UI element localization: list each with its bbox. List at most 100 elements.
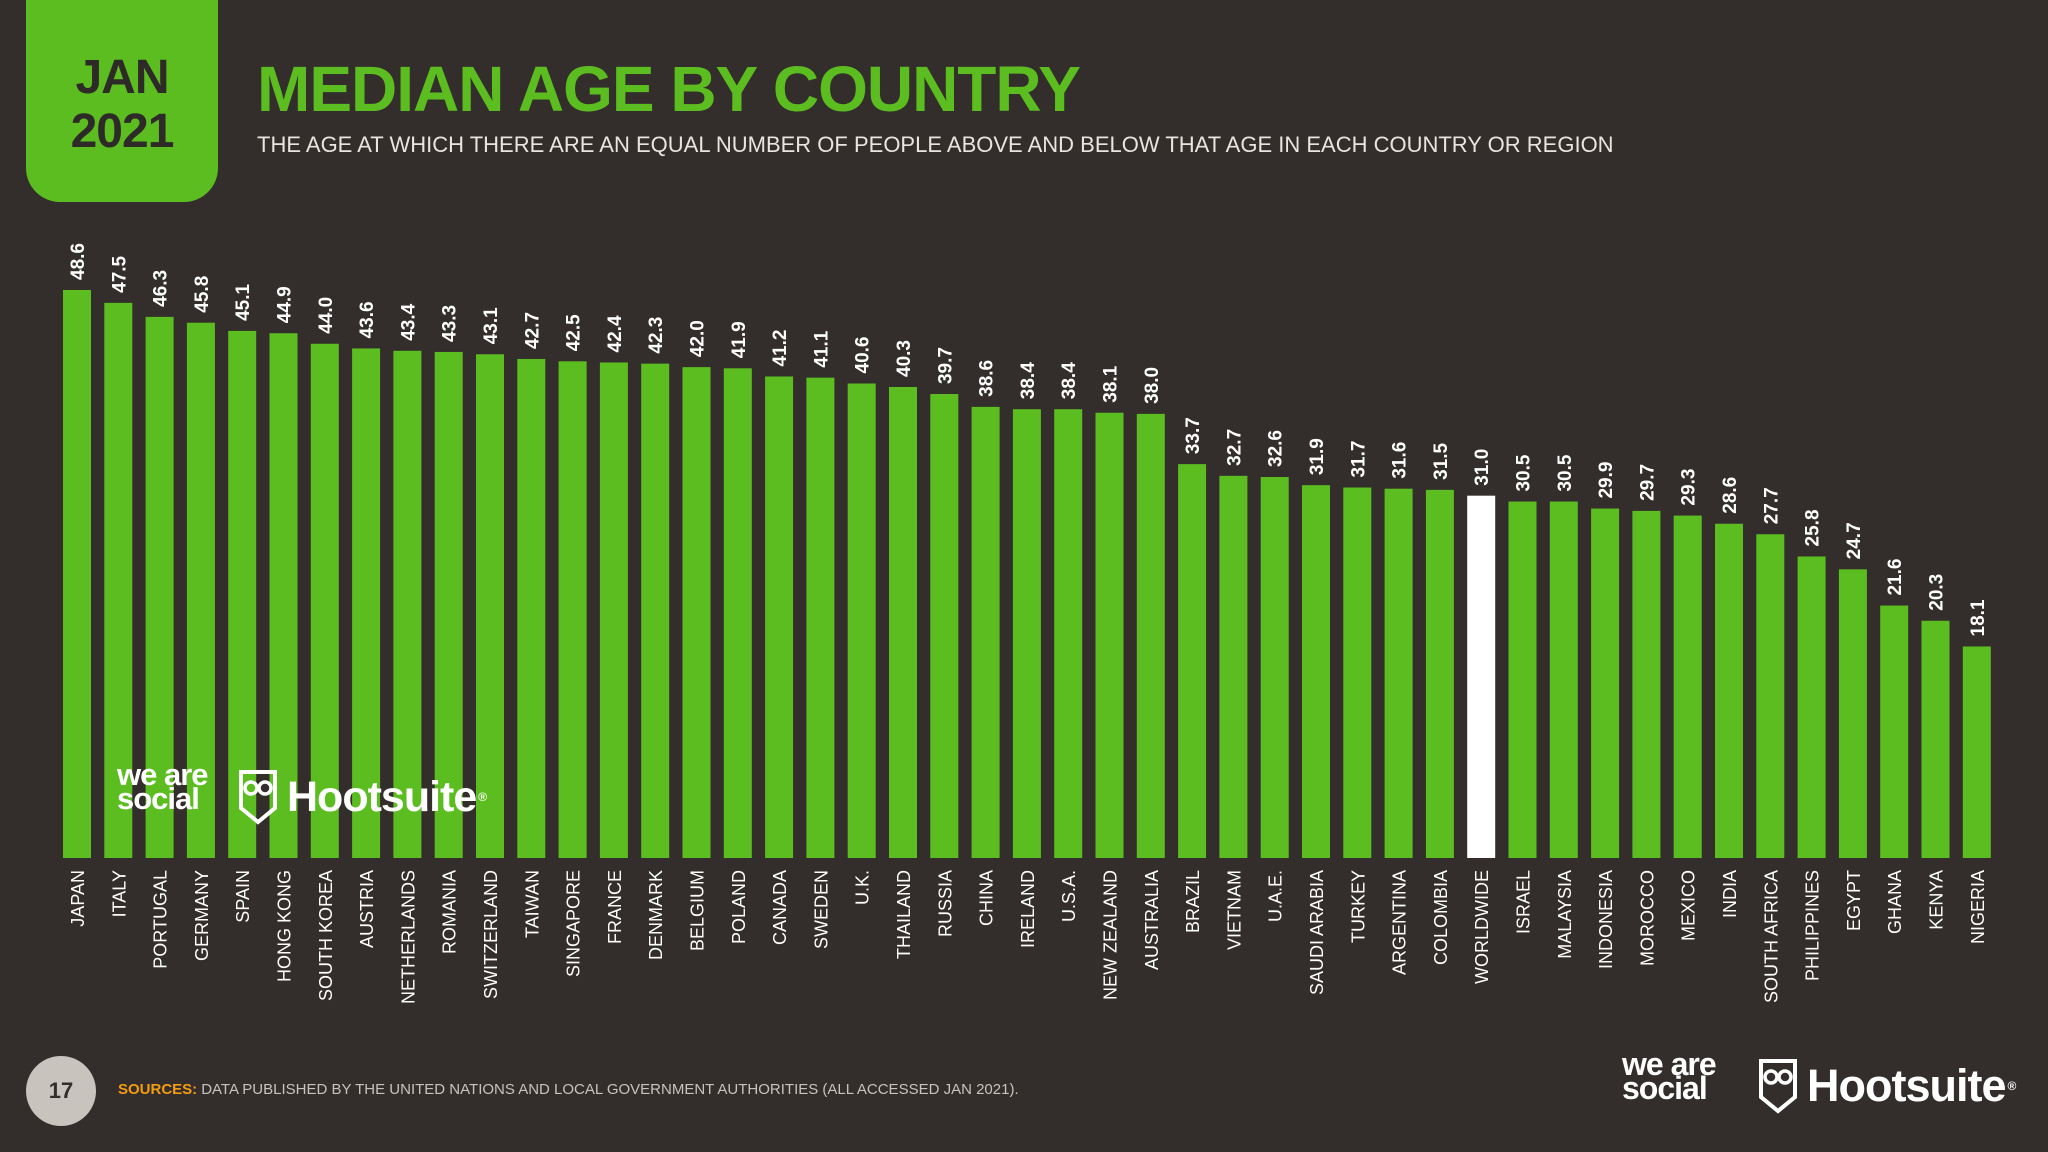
value-label: 38.0: [1142, 367, 1163, 404]
value-label: 42.5: [564, 314, 585, 351]
category-label: FRANCE: [605, 870, 625, 944]
hootsuite-logo: Hootsuite ®: [237, 768, 487, 826]
category-label: NETHERLANDS: [398, 870, 418, 1004]
page-subtitle: THE AGE AT WHICH THERE ARE AN EQUAL NUMB…: [257, 132, 1614, 157]
bar-israel: [1508, 501, 1537, 858]
value-label: 33.7: [1183, 417, 1204, 454]
category-label: VIETNAM: [1224, 870, 1244, 950]
value-label: 42.7: [522, 312, 543, 349]
value-label: 42.4: [605, 315, 626, 352]
bar-brazil: [1178, 464, 1207, 858]
bar-china: [971, 406, 1000, 858]
category-label: BELGIUM: [688, 870, 708, 951]
bar-taiwan: [517, 358, 546, 858]
category-label: GERMANY: [192, 870, 212, 961]
bar-japan: [63, 290, 91, 858]
category-label: EGYPT: [1844, 870, 1864, 931]
value-label: 38.1: [1101, 365, 1122, 402]
value-label: 41.1: [811, 330, 832, 367]
value-label: 43.3: [440, 305, 461, 342]
value-label: 32.7: [1224, 429, 1245, 466]
value-label: 44.0: [316, 297, 337, 334]
category-label: ARGENTINA: [1390, 870, 1410, 975]
category-label: INDIA: [1720, 870, 1740, 918]
category-label: ISRAEL: [1514, 870, 1534, 934]
value-label: 31.0: [1472, 449, 1493, 486]
value-label: 43.6: [357, 301, 378, 338]
bar-austria: [352, 348, 381, 858]
sources-text: DATA PUBLISHED BY THE UNITED NATIONS AND…: [201, 1081, 1019, 1098]
category-label: AUSTRALIA: [1142, 870, 1162, 970]
category-label: SAUDI ARABIA: [1307, 870, 1327, 995]
bar-singapore: [558, 361, 587, 858]
value-label: 41.9: [729, 321, 750, 358]
bar-nigeria: [1962, 646, 1991, 858]
category-label: U.S.A.: [1059, 870, 1079, 922]
bar-south-africa: [1756, 534, 1785, 858]
bar-u-s-a-: [1054, 409, 1083, 858]
bar-thailand: [889, 387, 917, 858]
bar-philippines: [1797, 556, 1826, 858]
bar-france: [599, 362, 628, 858]
category-label: INDONESIA: [1596, 870, 1616, 969]
bar-argentina: [1384, 488, 1413, 858]
category-label: SPAIN: [233, 870, 253, 923]
bar-denmark: [641, 363, 670, 858]
category-label: HONG KONG: [275, 870, 295, 982]
bar-morocco: [1632, 510, 1661, 858]
bar-kenya: [1921, 620, 1950, 858]
bar-mexico: [1673, 515, 1702, 858]
bar-sweden: [806, 377, 835, 858]
hootsuite-footer-owl-icon: [1759, 1059, 1797, 1114]
category-label: U.A.E.: [1266, 870, 1286, 922]
category-label: IRELAND: [1018, 870, 1038, 948]
category-label: SOUTH KOREA: [316, 870, 336, 1001]
hootsuite-wordmark: Hootsuite: [287, 772, 477, 821]
category-label: NEW ZEALAND: [1101, 870, 1121, 1000]
bar-germany: [186, 322, 215, 859]
hootsuite-footer-logo: Hootsuite ®: [1757, 1057, 2016, 1115]
value-label: 29.9: [1596, 462, 1617, 499]
category-label: MOROCCO: [1637, 870, 1657, 966]
category-label: CHINA: [977, 870, 997, 926]
value-label: 32.6: [1266, 430, 1287, 467]
sources-note: SOURCES: DATA PUBLISHED BY THE UNITED NAT…: [118, 1081, 1019, 1098]
value-label: 39.7: [935, 347, 956, 384]
category-label: RUSSIA: [935, 870, 955, 937]
value-label: 24.7: [1844, 522, 1865, 559]
category-label: ITALY: [109, 870, 129, 917]
bar-ghana: [1880, 605, 1909, 858]
bar-romania: [434, 351, 463, 858]
value-label: 30.5: [1555, 454, 1576, 491]
category-label: COLOMBIA: [1431, 870, 1451, 965]
bar-australia: [1136, 413, 1165, 858]
value-label: 44.9: [275, 286, 296, 323]
value-label: 18.1: [1968, 599, 1989, 636]
bar-ireland: [1012, 409, 1041, 858]
bar-turkey: [1343, 487, 1372, 858]
value-label: 31.6: [1390, 442, 1411, 479]
category-label: U.K.: [853, 870, 873, 905]
bar-russia: [930, 394, 959, 858]
category-label: BRAZIL: [1183, 870, 1203, 933]
bar-new-zealand: [1095, 412, 1124, 858]
value-label: 31.9: [1307, 438, 1328, 475]
bar-u-a-e-: [1260, 476, 1289, 858]
sources-label: SOURCES:: [118, 1081, 198, 1098]
value-label: 30.5: [1514, 454, 1535, 491]
page-title: MEDIAN AGE BY COUNTRY: [257, 53, 1081, 125]
date-badge: JAN 2021: [26, 0, 218, 202]
category-label: GHANA: [1885, 870, 1905, 934]
value-label: 40.3: [894, 340, 915, 377]
bar-saudi-arabia: [1302, 485, 1330, 858]
bar-canada: [765, 376, 794, 858]
bar-vietnam: [1219, 475, 1248, 858]
category-label: ROMANIA: [440, 870, 460, 954]
wearesocial-footer-logo: we are social: [1622, 1046, 1717, 1106]
category-label: AUSTRIA: [357, 870, 377, 948]
bar-u-k-: [847, 383, 876, 858]
category-label: CANADA: [770, 870, 790, 945]
value-label: 42.0: [688, 320, 709, 357]
value-label: 29.3: [1679, 469, 1700, 506]
